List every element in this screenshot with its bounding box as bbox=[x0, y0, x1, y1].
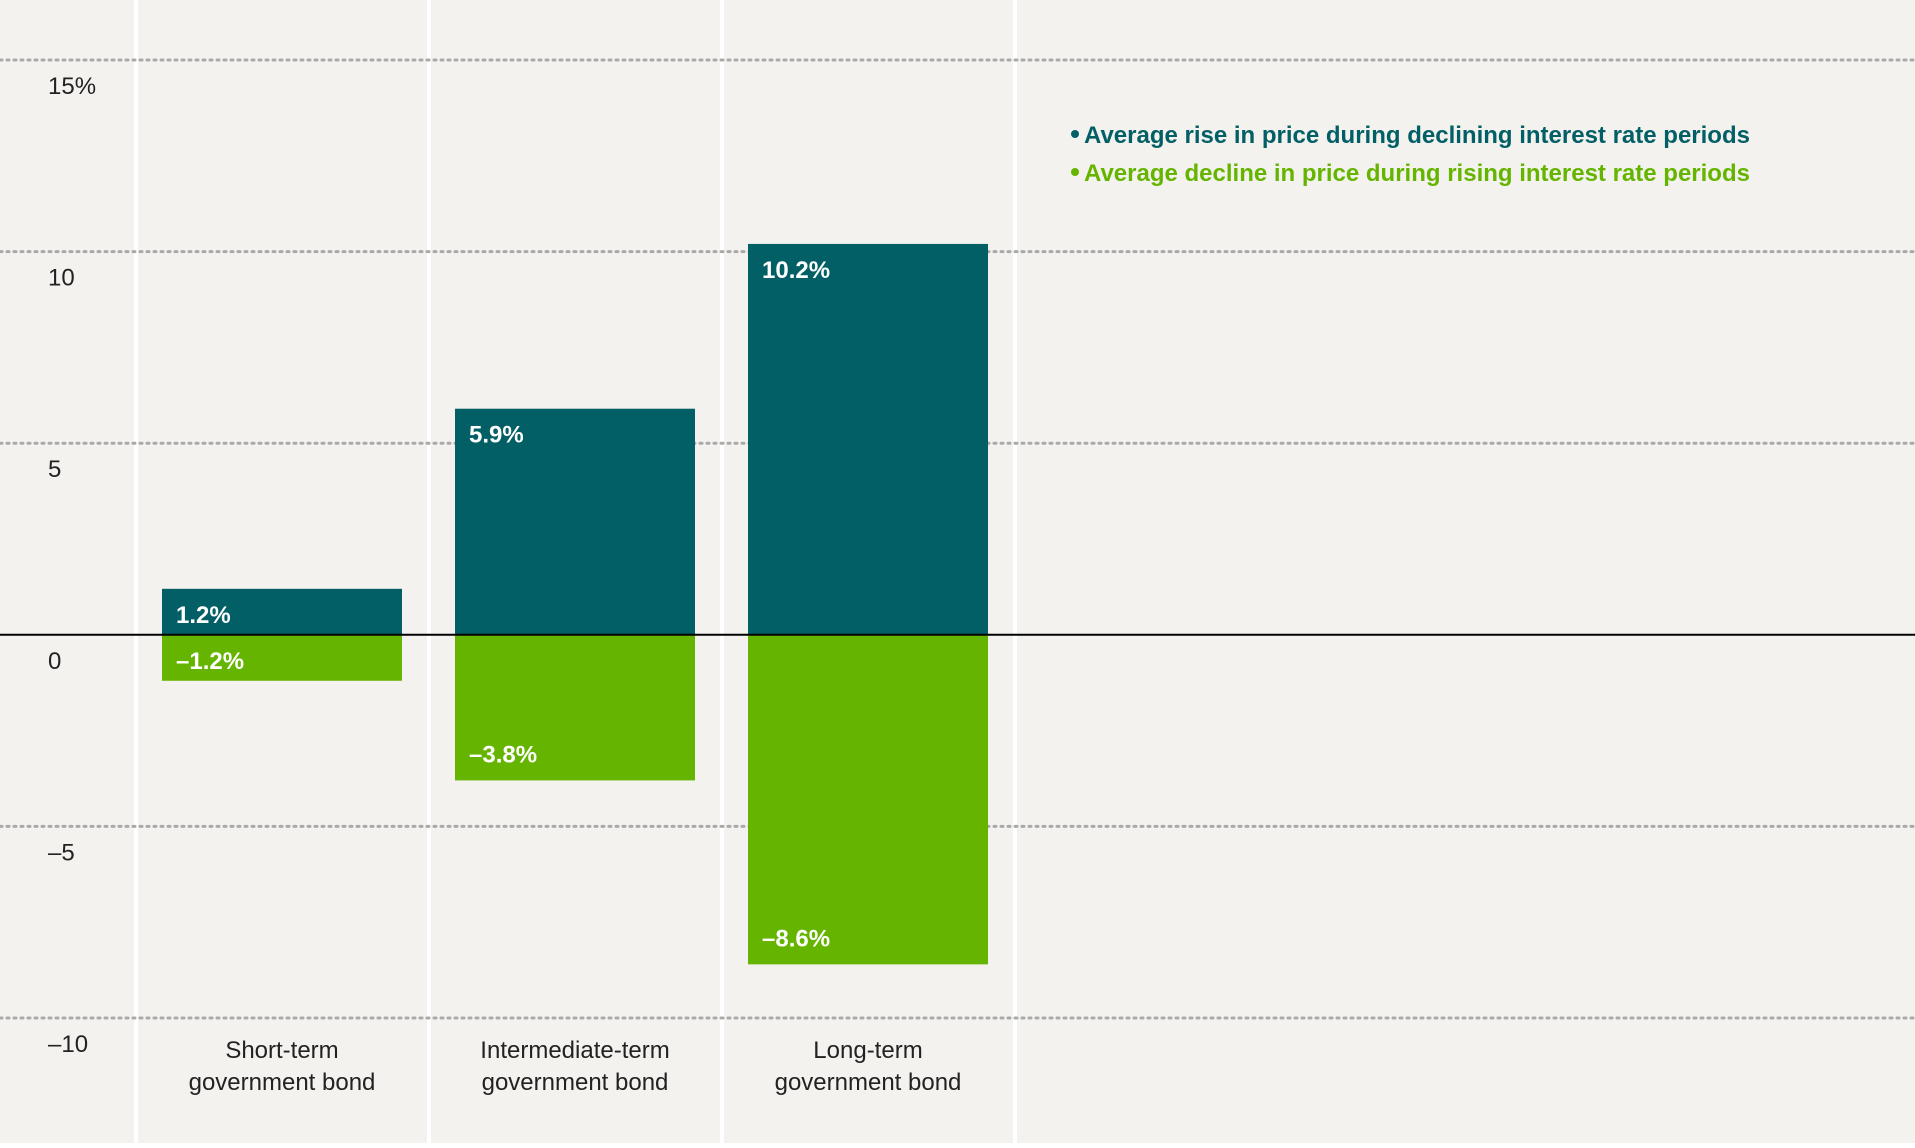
category-label-1: Intermediate-term government bond bbox=[480, 1037, 669, 1096]
legend: Average rise in price during declining i… bbox=[1071, 122, 1750, 187]
category-label-line: Short-term bbox=[225, 1037, 338, 1064]
bar-value-labels: 1.2% 5.9% 10.2% –1.2% –3.8% –8.6% bbox=[176, 257, 830, 952]
rise-bar-2 bbox=[748, 243, 988, 635]
decline-bar-1 bbox=[455, 634, 695, 781]
rise-bar-0 bbox=[162, 588, 402, 635]
category-label-line: government bond bbox=[482, 1069, 669, 1096]
legend-label-0: Average rise in price during declining i… bbox=[1084, 122, 1750, 149]
rise-value-label-0: 1.2% bbox=[176, 602, 231, 629]
y-tick-label: 5 bbox=[48, 456, 61, 483]
rise-value-label-2: 10.2% bbox=[762, 257, 830, 284]
y-tick-label: 0 bbox=[48, 648, 61, 675]
legend-marker-1 bbox=[1071, 168, 1079, 176]
rise-bar-1 bbox=[455, 408, 695, 635]
decline-value-label-2: –8.6% bbox=[762, 925, 830, 952]
column-dividers bbox=[134, 0, 1017, 1143]
decline-value-label-1: –3.8% bbox=[469, 741, 537, 768]
bars bbox=[162, 243, 988, 965]
decline-bar-0 bbox=[162, 634, 402, 681]
category-label-line: Long-term bbox=[813, 1037, 922, 1064]
decline-bar-2 bbox=[748, 634, 988, 965]
category-label-line: government bond bbox=[775, 1069, 962, 1096]
rise-value-label-1: 5.9% bbox=[469, 422, 524, 449]
category-label-0: Short-term government bond bbox=[189, 1037, 376, 1096]
x-axis-category-labels: Short-term government bondIntermediate-te… bbox=[189, 1037, 962, 1096]
legend-label-1: Average decline in price during rising i… bbox=[1084, 160, 1750, 187]
y-tick-label: –10 bbox=[48, 1031, 88, 1058]
column-divider-2 bbox=[720, 0, 724, 1143]
column-divider-3 bbox=[1013, 0, 1017, 1143]
category-label-line: Intermediate-term bbox=[480, 1037, 669, 1064]
category-label-2: Long-term government bond bbox=[775, 1037, 962, 1096]
category-label-line: government bond bbox=[189, 1069, 376, 1096]
column-divider-1 bbox=[427, 0, 431, 1143]
column-divider-0 bbox=[134, 0, 138, 1143]
decline-value-label-0: –1.2% bbox=[176, 648, 244, 675]
y-tick-label: 15% bbox=[48, 73, 96, 100]
legend-marker-0 bbox=[1071, 130, 1079, 138]
y-axis-tick-labels: 15% 10 5 0 –5 –10 bbox=[48, 73, 96, 1058]
y-tick-label: 10 bbox=[48, 265, 75, 292]
y-tick-label: –5 bbox=[48, 839, 75, 866]
